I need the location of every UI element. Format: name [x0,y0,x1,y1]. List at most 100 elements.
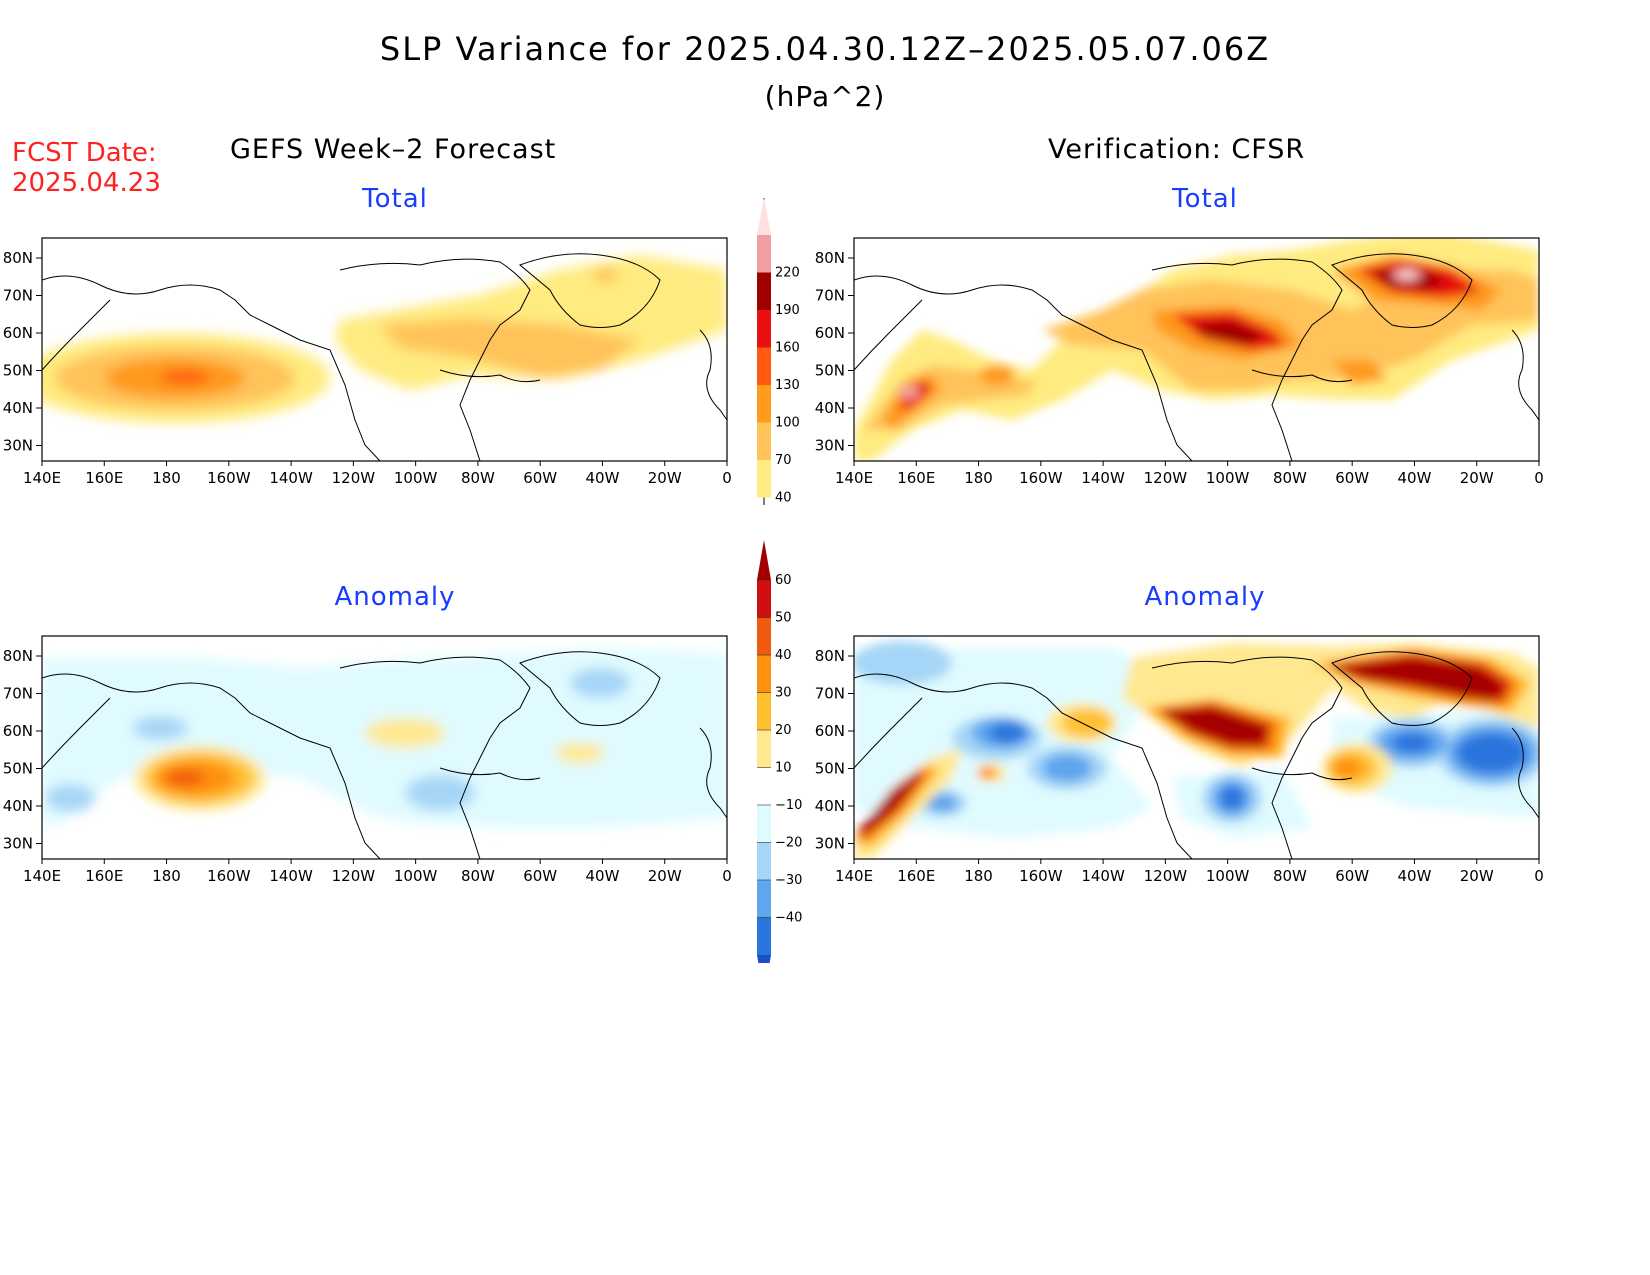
lat-label: 40N [815,797,845,815]
lon-label: 140W [1081,469,1125,487]
subtitle-forecast-total: Total [362,184,428,214]
fcst-date-block: FCST Date: 2025.04.23 [12,138,161,198]
lon-label: 140W [269,469,313,487]
panel-verification-total: 80N 70N 60N 50N 40N 30N 140E 160E 180 160W 140W 12… [815,237,1544,487]
panel-forecast-anomaly: 80N 70N 60N 50N 40N 30N 140E 160E 180 160W 140W 12… [3,635,732,885]
coastlines-verification-total [854,253,1539,461]
subtitle-verification-anomaly: Anomaly [1144,582,1266,612]
lat-label: 50N [815,362,845,380]
lon-label: 160W [1019,469,1063,487]
lat-label: 50N [3,760,33,778]
lon-label: 160E [897,469,935,487]
lon-label: 20W [648,867,682,885]
lon-label: 60W [523,469,557,487]
lon-label: 60W [523,867,557,885]
lon-label: 100W [394,469,438,487]
colorbar-total-label: 40 [775,491,792,506]
lon-label: 120W [1144,867,1188,885]
lon-label: 20W [1460,469,1494,487]
colorbar-total-bin [757,310,771,348]
lon-label: 180 [964,469,993,487]
colorbar-anomaly-bin [757,842,771,880]
lon-label: 0 [722,867,732,885]
lon-label: 40W [1397,469,1431,487]
coastlines-forecast-anomaly [42,651,727,859]
colorbar-anomaly-label: 50 [775,611,792,626]
variance-field-verification-anomaly [854,641,1539,859]
lat-label: 60N [815,722,845,740]
lat-label: 70N [3,287,33,305]
map-frame-verification-anomaly [853,635,1540,860]
colorbar-anomaly-label: −10 [775,798,802,813]
variance-field-verification-total [854,238,1539,461]
lat-label: 30N [3,835,33,853]
colorbar-anomaly-label: 10 [775,761,792,776]
colorbar-anomaly-bin [757,580,771,618]
lat-label: 30N [3,437,33,455]
lat-label: 50N [815,760,845,778]
lon-label: 60W [1335,867,1369,885]
lon-label: 100W [394,867,438,885]
map-frame-forecast-anomaly [41,635,728,860]
colorbar-total-bin [757,347,771,385]
lon-label: 140E [835,469,873,487]
colorbar-anomaly-bin [757,730,771,768]
lon-label: 80W [1273,867,1307,885]
lon-label: 180 [152,867,181,885]
colorbar-anomaly-bin [757,692,771,730]
lon-label: 100W [1206,469,1250,487]
colorbar-anomaly-label: 20 [775,723,792,738]
colorbar-total-bin [757,385,771,423]
lon-label: 160E [85,469,123,487]
panel-verification-anomaly: 80N 70N 60N 50N 40N 30N 140E 160E 180 160W 140W 12… [815,635,1544,885]
lon-label: 140E [835,867,873,885]
colorbar-total-label: 220 [775,266,800,281]
lon-label: 160W [207,469,251,487]
lat-label: 80N [815,647,845,665]
lat-label: 50N [3,362,33,380]
colorbar-total-bin [757,235,771,273]
lon-label: 140W [1081,867,1125,885]
colorbar-anomaly: 60 50 40 30 20 10 −10 −20 −30 −40 [757,540,802,963]
lat-label: 60N [815,324,845,342]
lon-label: 160W [207,867,251,885]
lon-label: 0 [1534,469,1544,487]
colorbar-total-bin [757,272,771,310]
lon-label: 120W [332,867,376,885]
right-column-header: Verification: CFSR [1048,134,1306,165]
lon-label: 120W [1144,469,1188,487]
lon-label: 160E [85,867,123,885]
colorbar-anomaly-lower-wedge [757,955,771,963]
lon-label: 140W [269,867,313,885]
lon-label: 180 [964,867,993,885]
map-frame-forecast-total [41,237,728,462]
lon-label: 140E [23,469,61,487]
colorbar-total-bin [757,460,771,498]
lat-label: 30N [815,835,845,853]
lat-label: 40N [815,399,845,417]
colorbar-anomaly-label: 30 [775,686,792,701]
colorbar-anomaly-label: 60 [775,573,792,588]
lat-label: 70N [3,685,33,703]
lat-label: 70N [815,287,845,305]
lon-label: 20W [648,469,682,487]
lon-label: 140E [23,867,61,885]
colorbar-total-bin [757,422,771,460]
lon-label: 80W [1273,469,1307,487]
colorbar-anomaly-bin [757,805,771,843]
colorbar-anomaly-label: −30 [775,873,802,888]
variance-field-forecast-total [42,255,727,423]
colorbar-total-label: 160 [775,341,800,356]
colorbar-total-label: 130 [775,378,800,393]
left-column-header: GEFS Week–2 Forecast [230,134,557,165]
colorbar-anomaly-bin [757,880,771,918]
lon-label: 0 [1534,867,1544,885]
lat-label: 60N [3,722,33,740]
lon-label: 0 [722,469,732,487]
colorbar-total-bin [757,198,771,235]
subtitle-forecast-anomaly: Anomaly [334,582,456,612]
lon-label: 180 [152,469,181,487]
units-label: (hPa^2) [764,80,886,113]
lat-label: 80N [3,647,33,665]
lat-label: 70N [815,685,845,703]
